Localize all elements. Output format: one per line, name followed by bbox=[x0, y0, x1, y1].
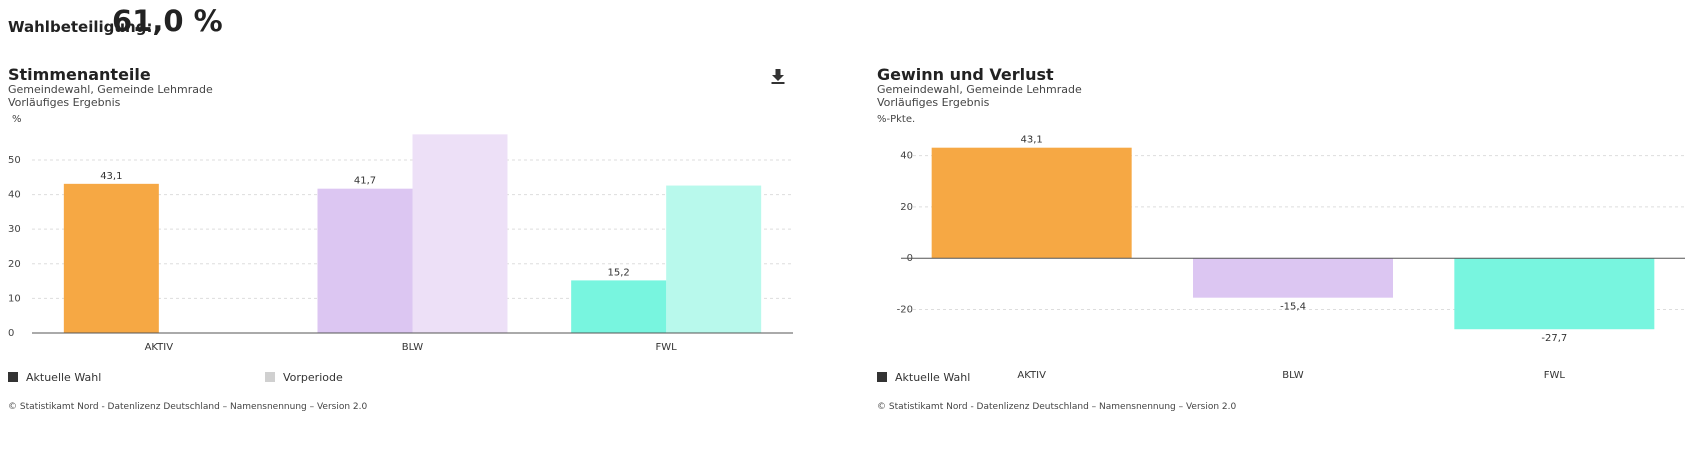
y-tick-label: 10 bbox=[8, 293, 21, 304]
data-label-blw: 41,7 bbox=[354, 176, 376, 187]
y-tick-label: 40 bbox=[8, 190, 21, 201]
turnout-value: 61,0 % bbox=[112, 4, 223, 38]
y-tick-label: 0 bbox=[907, 253, 913, 264]
bar-current-aktiv bbox=[63, 183, 159, 333]
x-tick-label-aktiv: AKTIV bbox=[145, 342, 174, 353]
legend-swatch-current bbox=[877, 372, 887, 382]
download-button[interactable] bbox=[768, 66, 788, 86]
y-tick-label: 50 bbox=[8, 155, 21, 166]
download-icon bbox=[771, 69, 785, 84]
data-label-aktiv: 43,1 bbox=[1021, 135, 1043, 146]
y-tick-label: 40 bbox=[900, 151, 913, 162]
legend-item-current[interactable]: Aktuelle Wahl bbox=[877, 371, 970, 384]
y-tick-label: 0 bbox=[8, 328, 14, 339]
x-tick-label-fwl: FWL bbox=[1544, 370, 1566, 381]
chart-stimmenanteile: 0 10 20 30 40 50 43,1 AKTIV 41,7 BLW 15,2 FWL bbox=[8, 134, 793, 353]
y-axis-unit: % bbox=[12, 114, 22, 125]
legend-label-previous: Vorperiode bbox=[283, 371, 343, 384]
data-label-fwl: -27,7 bbox=[1541, 333, 1567, 344]
copyright-footer: © Statistikamt Nord - Datenlizenz Deutsc… bbox=[877, 402, 1237, 412]
y-tick-label: 30 bbox=[8, 224, 21, 235]
x-tick-label-blw: BLW bbox=[402, 342, 424, 353]
legend-swatch-previous bbox=[265, 372, 275, 382]
legend-swatch-current bbox=[8, 372, 18, 382]
y-axis-unit: %-Pkte. bbox=[877, 114, 916, 125]
bar-fwl bbox=[1454, 258, 1655, 330]
panel-stimmenanteile: Stimmenanteile Gemeindewahl, Gemeinde Le… bbox=[8, 60, 798, 460]
bar-blw bbox=[1193, 258, 1393, 298]
bar-current-blw bbox=[317, 188, 413, 333]
data-label-blw: -15,4 bbox=[1280, 302, 1306, 313]
copyright-footer: © Statistikamt Nord - Datenlizenz Deutsc… bbox=[8, 402, 368, 412]
data-label-aktiv: 43,1 bbox=[100, 171, 122, 182]
chart-title: Gewinn und Verlust bbox=[877, 65, 1054, 84]
chart-subtitle: Gemeindewahl, Gemeinde Lehmrade bbox=[8, 83, 213, 96]
x-tick-label-fwl: FWL bbox=[656, 342, 678, 353]
x-tick-label-blw: BLW bbox=[1282, 370, 1304, 381]
y-tick-label: 20 bbox=[900, 202, 913, 213]
chart-subtitle: Gemeindewahl, Gemeinde Lehmrade bbox=[877, 83, 1082, 96]
bar-aktiv bbox=[931, 147, 1132, 259]
data-label-fwl: 15,2 bbox=[608, 267, 630, 278]
bar-previous-blw bbox=[412, 134, 508, 333]
turnout-label: Wahlbeteiligung: bbox=[8, 18, 153, 36]
x-tick-label-aktiv: AKTIV bbox=[1017, 370, 1046, 381]
chart-subtitle-status: Vorläufiges Ergebnis bbox=[877, 96, 990, 109]
panel-gewinn-verlust: Gewinn und Verlust Gemeindewahl, Gemeind… bbox=[877, 60, 1687, 460]
legend-label-current: Aktuelle Wahl bbox=[895, 371, 971, 384]
legend-item-previous[interactable]: Vorperiode bbox=[265, 371, 343, 384]
bar-current-fwl bbox=[571, 280, 667, 333]
y-tick-label: -20 bbox=[897, 304, 913, 315]
chart-title: Stimmenanteile bbox=[8, 65, 151, 84]
legend-item-current[interactable]: Aktuelle Wahl bbox=[8, 371, 101, 384]
chart-gewinn-verlust: -20 0 20 40 43,1 AKTIV -15,4 BLW -27,7 FWL bbox=[897, 135, 1685, 381]
chart-subtitle-status: Vorläufiges Ergebnis bbox=[8, 96, 121, 109]
y-tick-label: 20 bbox=[8, 259, 21, 270]
legend-label-current: Aktuelle Wahl bbox=[26, 371, 102, 384]
bar-previous-fwl bbox=[666, 185, 762, 333]
